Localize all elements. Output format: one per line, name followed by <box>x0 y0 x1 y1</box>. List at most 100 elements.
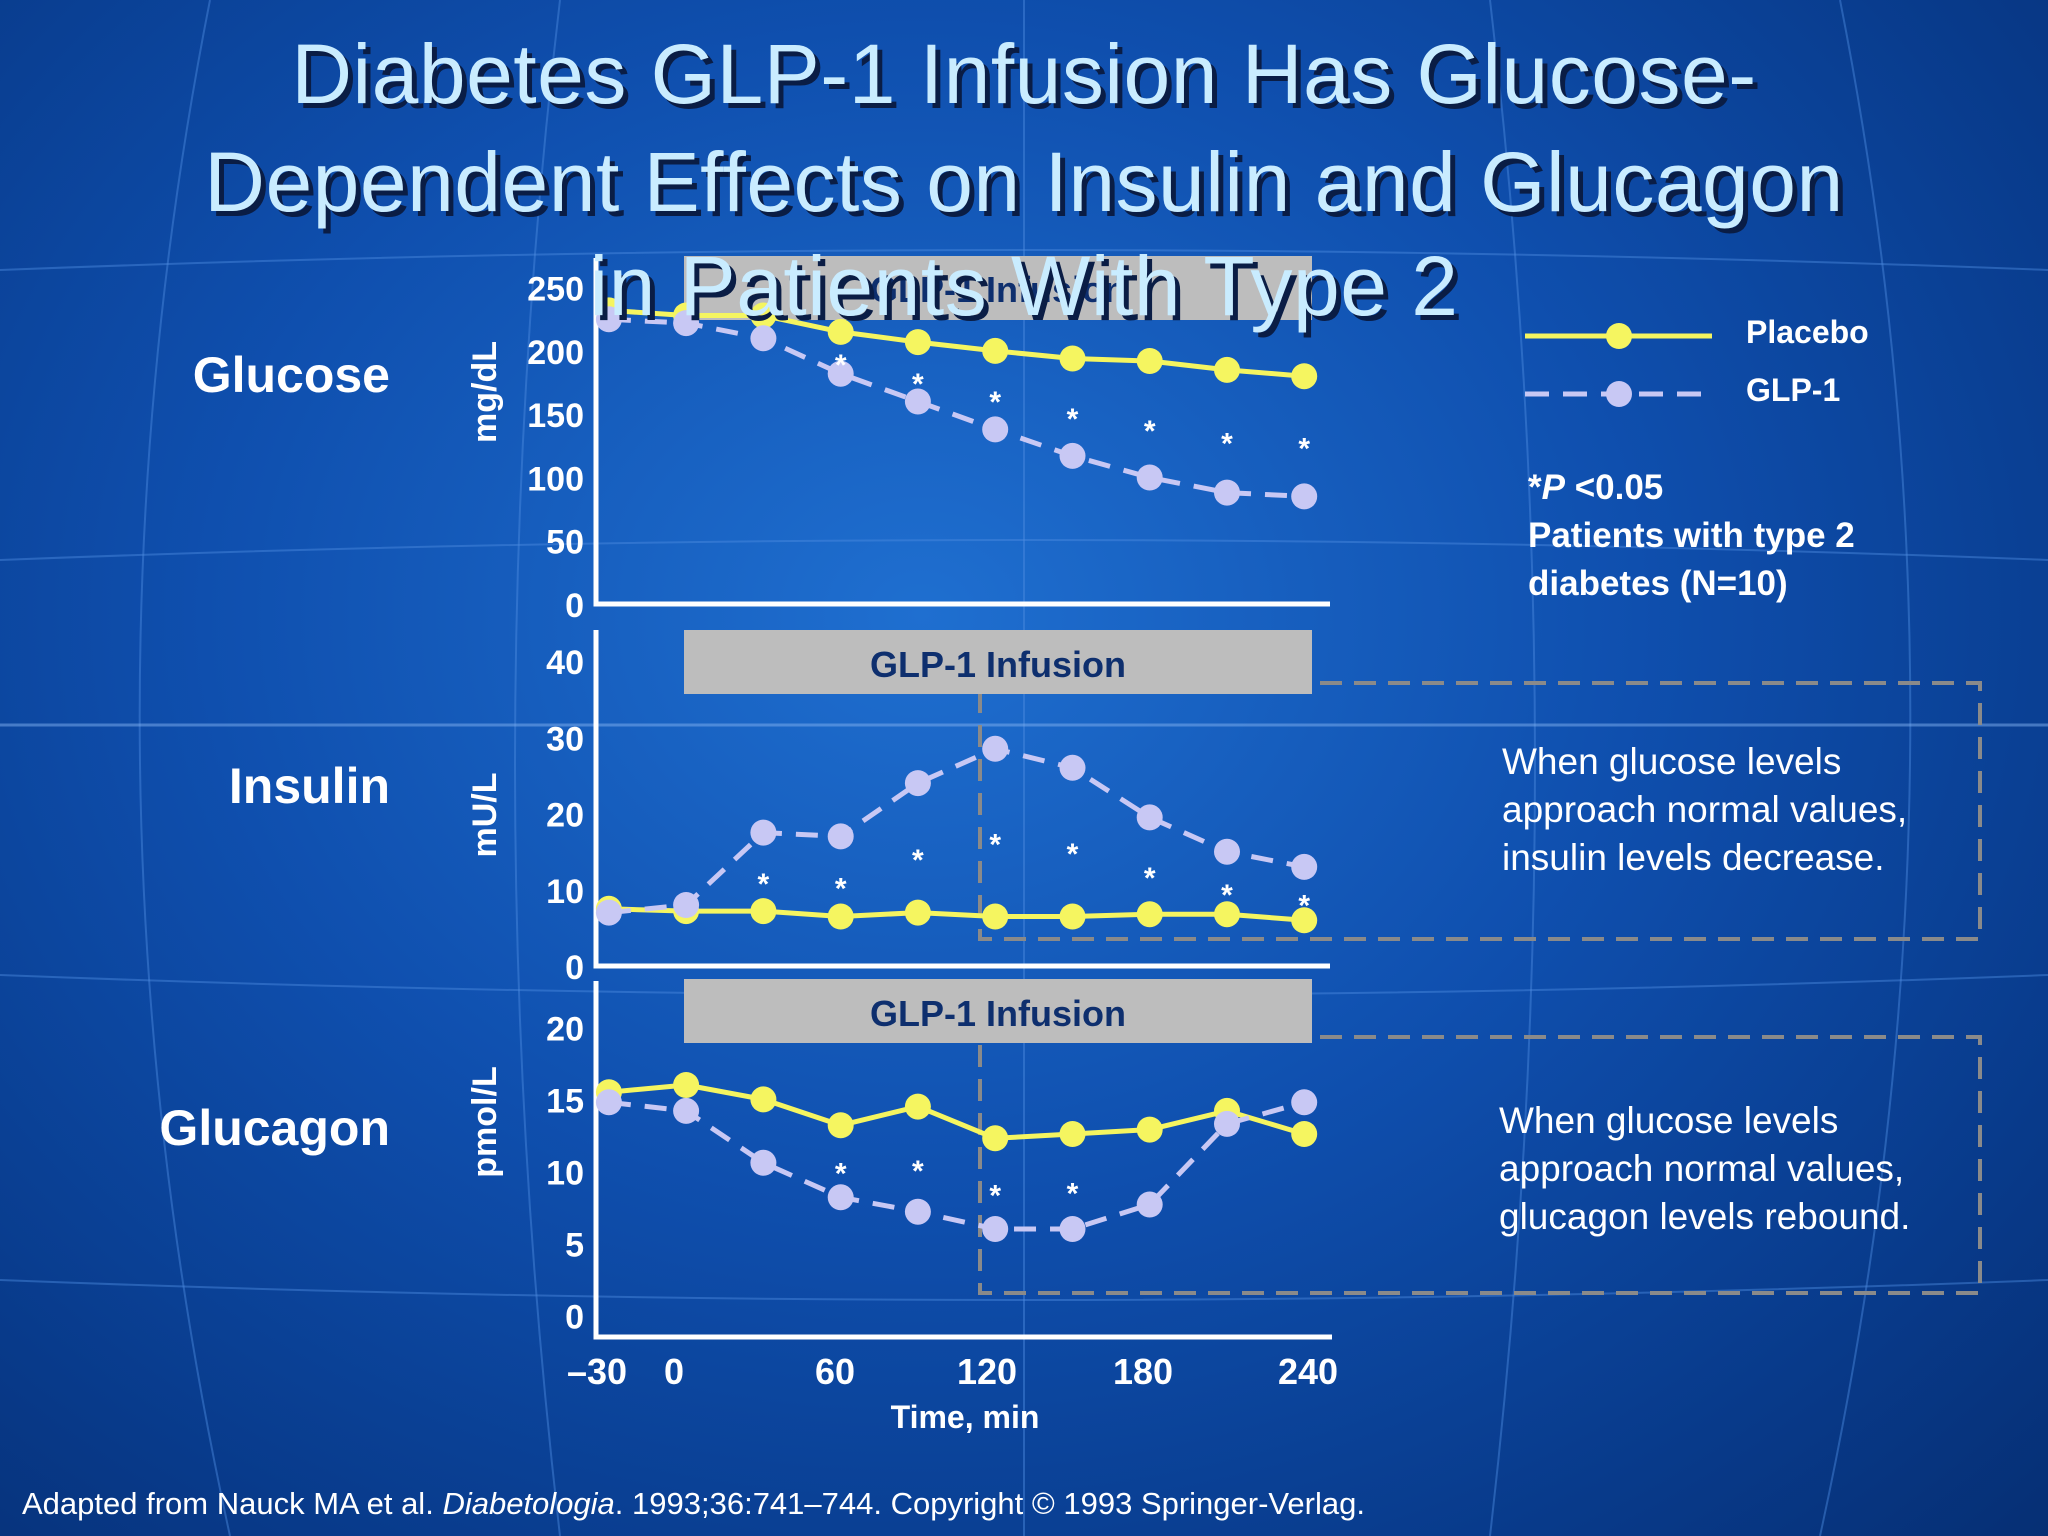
glucagon-panel-label: Glucagon <box>159 1100 390 1156</box>
glucose-glp1-line <box>608 316 1305 499</box>
glucagon-significance-star: * <box>912 1155 924 1188</box>
glucagon-glp1-point <box>904 1198 931 1225</box>
insulin-placebo-point <box>904 899 931 926</box>
glucagon-glp1-point <box>595 1089 622 1116</box>
x-tick-label: 60 <box>815 1351 855 1392</box>
glucose-glp1-point <box>1059 442 1086 469</box>
insulin-callout-box <box>978 681 1982 941</box>
citation-footnote: Adapted from Nauck MA et al. Diabetologi… <box>22 1486 1365 1522</box>
glucagon-significance-star: * <box>835 1157 847 1190</box>
insulin-glp1-point <box>750 819 777 846</box>
glucose-y-tick-label: 250 <box>527 271 584 309</box>
insulin-glp1-point <box>827 823 854 850</box>
x-tick-label: 240 <box>1278 1351 1338 1392</box>
glucose-significance-star: * <box>1221 427 1233 460</box>
glucose-infusion-band <box>684 256 1312 320</box>
glucose-y-axis-title: mg/dL <box>466 341 504 443</box>
glucagon-callout-box <box>978 1035 1982 1295</box>
glucagon-glp1-point <box>750 1149 777 1176</box>
insulin-glp1-point <box>1291 853 1318 880</box>
glucagon-y-tick-label: 0 <box>565 1298 584 1336</box>
glucagon-glp1-line <box>608 1099 1305 1232</box>
insulin-y-tick-label: 20 <box>546 797 584 835</box>
insulin-significance-star: * <box>835 872 847 905</box>
glucose-y-tick-label: 0 <box>565 587 584 625</box>
legend-glp1-symbol <box>1525 381 1712 407</box>
glucose-placebo-point <box>982 337 1009 364</box>
insulin-placebo-point <box>982 903 1009 930</box>
glucagon-significance-star: * <box>1067 1178 1079 1211</box>
glucose-glp1-point <box>1214 479 1240 506</box>
insulin-significance-star: * <box>1067 838 1079 871</box>
glucose-y-tick-label: 50 <box>546 524 584 562</box>
insulin-significance-star: * <box>758 868 770 901</box>
insulin-glp1-point <box>982 735 1009 762</box>
glucagon-glp1-point <box>1136 1191 1163 1218</box>
glucose-significance-star: * <box>1067 403 1079 436</box>
glucose-placebo-line <box>608 307 1305 379</box>
glucose-significance-star: * <box>1144 415 1156 448</box>
title-line-1: Diabetes GLP-1 Infusion Has Glucose- <box>291 27 1757 121</box>
glucose-placebo-point <box>1136 348 1163 374</box>
glucagon-placebo-point <box>982 1125 1009 1152</box>
insulin-y-axis-title: mU/L <box>466 773 504 858</box>
x-tick-label: 120 <box>957 1351 1017 1392</box>
insulin-y-tick-label: 40 <box>546 644 584 682</box>
insulin-glp1-point <box>595 899 622 926</box>
citation-authors: Adapted from Nauck MA et al. <box>22 1486 443 1521</box>
insulin-significance-star: * <box>1221 879 1233 912</box>
citation-journal: Diabetologia <box>442 1486 615 1521</box>
insulin-axes <box>593 630 1330 969</box>
insulin-y-tick-label: 0 <box>565 949 584 987</box>
x-axis-title: Time, min <box>891 1399 1040 1435</box>
title-line-2: Dependent Effects on Insulin and Glucago… <box>204 135 1844 229</box>
insulin-glp1-point <box>904 770 931 797</box>
glucagon-glp1-point <box>1291 1089 1318 1116</box>
insulin-annotation-line-3: insulin levels decrease. <box>1502 837 1885 878</box>
glucose-y-tick-label: 200 <box>527 334 584 372</box>
glucose-glp1-point <box>1136 464 1163 491</box>
glucagon-y-tick-label: 20 <box>546 1010 584 1048</box>
glucose-placebo-point <box>1059 345 1086 372</box>
glucose-y-tick-label: 100 <box>527 460 584 498</box>
insulin-placebo-point <box>1136 901 1163 928</box>
glucose-glp1-point <box>750 325 777 352</box>
glucose-infusion-label: GLP-1 Infusion <box>870 269 1126 310</box>
population-note-line-2: diabetes (N=10) <box>1528 564 1788 603</box>
glucagon-placebo-point <box>904 1093 931 1120</box>
glucose-placebo-point <box>1214 356 1240 383</box>
insulin-placebo-point <box>1214 901 1240 928</box>
glucagon-glp1-point <box>982 1216 1009 1242</box>
insulin-placebo-point <box>827 903 854 930</box>
glucose-placebo-point <box>750 302 777 329</box>
insulin-annotation-line-1: When glucose levels <box>1502 741 1842 782</box>
legend-placebo-label: Placebo <box>1746 314 1869 350</box>
glucose-significance-star: * <box>989 386 1001 419</box>
glucagon-annotation-line-3: glucagon levels rebound. <box>1499 1196 1911 1237</box>
insulin-glp1-point <box>673 892 700 918</box>
insulin-infusion-label: GLP-1 Infusion <box>870 644 1126 685</box>
insulin-y-tick-label: 30 <box>546 720 584 758</box>
glucagon-placebo-point <box>673 1072 700 1098</box>
glucose-axes <box>593 258 1330 607</box>
glucagon-axes <box>593 981 1332 1340</box>
x-tick-label: –30 <box>567 1351 627 1392</box>
glucagon-glp1-point <box>1214 1110 1240 1137</box>
population-note-line-1: Patients with type 2 <box>1528 516 1855 555</box>
significance-p: P <box>1541 468 1565 507</box>
glucagon-y-tick-label: 10 <box>546 1154 584 1192</box>
glucagon-glp1-point <box>827 1184 854 1211</box>
insulin-placebo-point <box>750 898 777 925</box>
insulin-glp1-point <box>1214 838 1240 865</box>
insulin-significance-star: * <box>989 829 1001 862</box>
citation-details: . 1993;36:741–744. Copyright © 1993 Spri… <box>614 1486 1365 1521</box>
glucagon-placebo-point <box>827 1112 854 1139</box>
insulin-placebo-point <box>1291 907 1318 934</box>
glucose-placebo-point <box>1291 363 1318 390</box>
insulin-placebo-point <box>1059 903 1086 930</box>
chart-marks: 0 50 100 150 200 250 * * * * * * * 0 10 20 30 40 * * * * * * * * 0… <box>527 271 1318 1336</box>
glucagon-placebo-point <box>1291 1121 1318 1147</box>
insulin-significance-star: * <box>1298 890 1310 923</box>
insulin-glp1-line <box>608 746 1305 916</box>
